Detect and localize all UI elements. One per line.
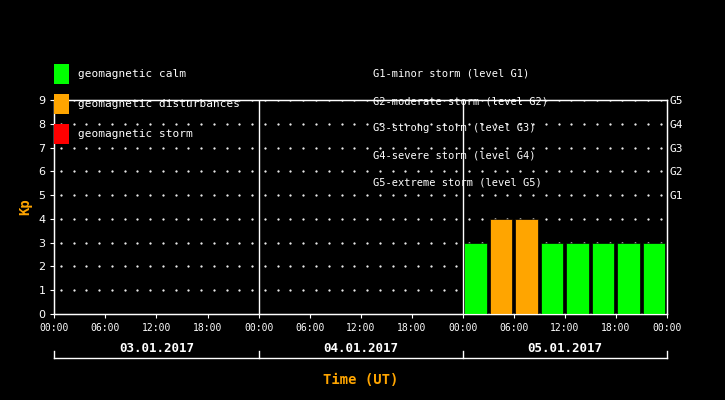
Bar bbox=[464, 243, 486, 314]
Bar bbox=[515, 219, 538, 314]
Bar bbox=[490, 219, 513, 314]
Y-axis label: Kp: Kp bbox=[19, 199, 33, 215]
Text: geomagnetic disturbances: geomagnetic disturbances bbox=[78, 99, 239, 109]
Text: geomagnetic calm: geomagnetic calm bbox=[78, 69, 186, 79]
Bar bbox=[643, 243, 666, 314]
Text: geomagnetic storm: geomagnetic storm bbox=[78, 129, 192, 139]
Text: G5-extreme storm (level G5): G5-extreme storm (level G5) bbox=[373, 178, 542, 188]
Bar bbox=[541, 243, 563, 314]
Text: 04.01.2017: 04.01.2017 bbox=[323, 342, 398, 354]
Text: G2-moderate storm (level G2): G2-moderate storm (level G2) bbox=[373, 96, 548, 106]
Text: G3-strong storm (level G3): G3-strong storm (level G3) bbox=[373, 123, 536, 133]
Text: G4-severe storm (level G4): G4-severe storm (level G4) bbox=[373, 150, 536, 160]
Text: Time (UT): Time (UT) bbox=[323, 373, 398, 387]
Text: G1-minor storm (level G1): G1-minor storm (level G1) bbox=[373, 69, 530, 79]
Bar bbox=[566, 243, 589, 314]
Text: 03.01.2017: 03.01.2017 bbox=[119, 342, 194, 354]
Bar bbox=[592, 243, 614, 314]
Bar bbox=[618, 243, 640, 314]
Text: 05.01.2017: 05.01.2017 bbox=[527, 342, 602, 354]
